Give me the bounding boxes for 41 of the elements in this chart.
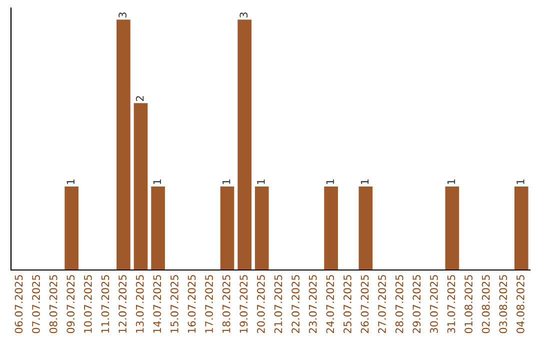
x-tick-label: 26.07.2025 [360, 275, 369, 334]
x-tick-label: 27.07.2025 [378, 275, 386, 334]
x-tick-label: 12.07.2025 [118, 275, 126, 333]
x-tick-label: 21.07.2025 [274, 275, 282, 334]
x-tick-label: 07.07.2025 [32, 275, 40, 334]
x-tick-label: 10.07.2025 [84, 275, 92, 333]
x-tick-label: 18.07.2025 [222, 275, 230, 333]
x-tick-label: 17.07.2025 [205, 275, 213, 333]
data-label: 3 [240, 12, 248, 18]
x-tick-label: 25.07.2025 [343, 275, 352, 334]
x-tick-label: 20.07.2025 [256, 275, 265, 334]
x-tick-label: 13.07.2025 [136, 275, 144, 333]
data-label: 1 [326, 180, 334, 184]
data-label: 1 [516, 180, 524, 184]
data-label: 1 [66, 180, 74, 184]
x-tick-label: 31.07.2025 [447, 275, 456, 334]
data-label: 3 [118, 12, 126, 18]
x-tick-label: 24.07.2025 [326, 275, 334, 334]
x-tick-label: 30.07.2025 [430, 275, 438, 334]
data-label: 2 [136, 96, 144, 101]
data-label: 1 [153, 180, 161, 184]
data-label: 1 [222, 180, 230, 184]
x-tick-label: 02.08.2025 [482, 275, 490, 334]
x-tick-label: 06.07.2025 [14, 275, 23, 334]
x-tick-label: 03.08.2025 [499, 275, 508, 334]
x-tick-label: 19.07.2025 [240, 275, 248, 333]
x-tick-label: 14.07.2025 [153, 275, 162, 333]
x-tick-label: 15.07.2025 [170, 275, 178, 333]
x-tick-label: 29.07.2025 [412, 275, 421, 334]
data-label: 1 [447, 180, 456, 184]
data-label: 1 [257, 180, 265, 184]
x-tick-label: 01.08.2025 [464, 275, 472, 334]
x-tick-label: 23.07.2025 [308, 275, 317, 334]
x-tick-label: 04.08.2025 [516, 275, 524, 334]
data-label: 1 [360, 180, 369, 184]
x-tick-label: 28.07.2025 [395, 275, 404, 334]
x-tick-label: 11.07.2025 [101, 275, 110, 333]
x-tick-label: 08.07.2025 [49, 275, 58, 334]
x-tick-label: 22.07.2025 [292, 275, 300, 334]
x-tick-label: 16.07.2025 [188, 275, 196, 333]
x-tick-label: 09.07.2025 [66, 275, 75, 334]
